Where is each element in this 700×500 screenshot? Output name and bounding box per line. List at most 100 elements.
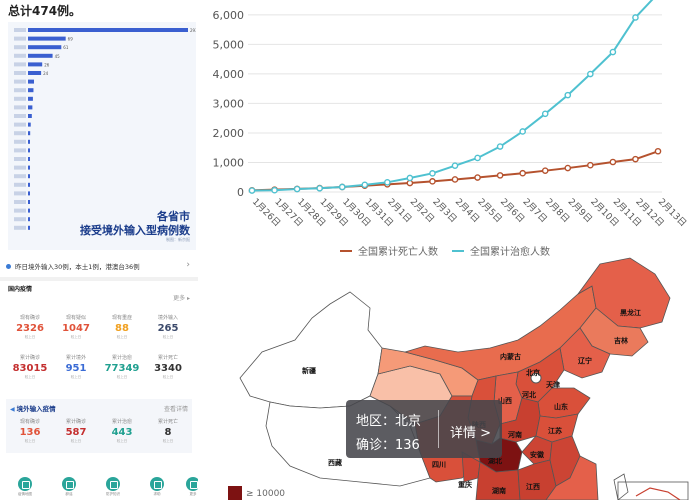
map-label: 辽宁 [578, 357, 592, 365]
province-bar [28, 62, 43, 67]
x-tick-label: 2月5日 [475, 196, 504, 225]
province-bar [28, 165, 30, 170]
province-bar [28, 88, 34, 93]
entry-label: 防护知识 [106, 492, 120, 496]
province-label-placeholder [14, 165, 26, 170]
death-point [587, 161, 594, 169]
stat-label: 现有重症 [111, 315, 132, 321]
stat-note: 较上日 [24, 335, 36, 339]
legend-cured-label: 全国累计治愈人数 [470, 245, 550, 258]
province-label-placeholder [14, 36, 26, 41]
province-bar [28, 36, 66, 41]
province-bar [28, 200, 30, 204]
map-label: 江苏 [548, 427, 562, 435]
cured-point [609, 48, 617, 56]
import-summary-text: 昨日境外输入30例，本土1例，港澳台36例 [15, 263, 140, 271]
south-sea-inset [617, 481, 689, 500]
map-label: 山东 [554, 403, 568, 411]
stat-cell: 累计境外 951 较上日 [54, 355, 98, 380]
legend-death-label: 全国累计死亡人数 [358, 245, 438, 258]
entry-label: 疫情地图 [18, 492, 32, 496]
stat-note: 较上日 [162, 439, 174, 443]
stat-note: 较上日 [70, 335, 82, 339]
stat-value: 1047 [62, 323, 90, 334]
china-map-panel[interactable]: 新疆 西藏 黑龙江 吉林 辽宁 内蒙古 北京 天津 河北 山西 山东 河南 陕西… [200, 256, 700, 500]
x-tick-label: 2月8日 [543, 196, 572, 225]
map-entry-icon[interactable] [18, 477, 32, 491]
death-point [474, 174, 481, 181]
map-label: 新疆 [302, 367, 316, 375]
entry-label: 求助 [153, 492, 161, 496]
province-bar [28, 157, 30, 161]
cured-point [316, 184, 323, 192]
domestic-more-link[interactable]: 更多 ▸ [173, 295, 190, 302]
cured-point [338, 183, 346, 191]
death-point [632, 155, 639, 163]
more-entry-icon[interactable] [186, 477, 198, 491]
cured-point [474, 154, 481, 162]
stat-label: 累计死亡 [157, 419, 178, 425]
cured-series-line [251, 0, 654, 192]
y-tick-label: 5,000 [213, 38, 245, 51]
cured-point [519, 128, 526, 135]
cured-point [451, 162, 459, 169]
stat-note: 较上日 [116, 375, 128, 379]
cured-point [293, 185, 301, 193]
stat-cell: 现有重症 88 较上日 [100, 315, 144, 340]
y-tick-label: 4,000 [213, 68, 245, 81]
province-bar [28, 71, 42, 75]
stat-note: 较上日 [70, 375, 82, 379]
death-point [429, 178, 436, 185]
map-label: 河南 [508, 431, 522, 439]
stat-label: 境外输入 [157, 315, 178, 321]
bar-value-label: 293 [190, 28, 196, 33]
stat-label: 累计确诊 [19, 355, 40, 361]
chevron-right-icon: › [186, 260, 190, 270]
map-label: 北京 [526, 369, 540, 377]
map-label: 西藏 [328, 459, 342, 467]
map-tooltip[interactable]: 地区：北京 确诊：136 详情 > [346, 400, 502, 458]
province-bar [28, 191, 30, 196]
china-map[interactable] [200, 256, 700, 500]
stat-value: 2326 [16, 323, 44, 334]
map-label: 江西 [526, 483, 540, 491]
death-point [451, 176, 459, 183]
region-taiwan [613, 473, 629, 500]
y-tick-label: 2,000 [213, 127, 245, 140]
province-label-placeholder [14, 217, 26, 222]
protect-entry-icon[interactable] [106, 477, 120, 491]
cured-point [564, 91, 572, 99]
region-east-extra [545, 455, 599, 500]
cured-point [541, 110, 549, 118]
province-label-placeholder [14, 148, 26, 153]
stat-note: 较上日 [162, 375, 174, 379]
province-label-placeholder [14, 200, 26, 204]
province-label-placeholder [14, 122, 26, 127]
death-point [654, 147, 662, 155]
stat-value: 77349 [104, 363, 140, 374]
import-detail-link[interactable]: 查看详情 [163, 406, 188, 413]
province-bar [28, 208, 30, 213]
rumor-entry-icon[interactable] [62, 477, 76, 491]
tooltip-detail-button[interactable]: 详情 > [450, 426, 492, 441]
province-label-placeholder [14, 174, 26, 179]
stat-label: 累计死亡 [157, 355, 178, 361]
map-label: 重庆 [458, 481, 472, 489]
import-summary[interactable]: 昨日境外输入30例，本土1例，港澳台36例 › [6, 259, 192, 273]
stat-value: 136 [19, 427, 41, 438]
help-entry-icon[interactable] [150, 477, 164, 491]
stat-cell: 累计确诊 587 较上日 [54, 419, 98, 444]
map-label: 湖北 [488, 457, 502, 465]
cured-point [384, 179, 391, 186]
stat-label: 累计治愈 [111, 419, 132, 425]
stat-label: 现有确诊 [19, 419, 40, 425]
x-tick-label: 2月6日 [498, 196, 527, 225]
y-tick-label: 0 [237, 186, 244, 199]
stats-panel: 昨日境外输入30例，本土1例，港澳台36例 › 国内疫情 更多 ▸ 现有确诊 23… [0, 253, 198, 500]
triangle-icon: ◀ [10, 406, 15, 413]
province-label-placeholder [14, 191, 26, 196]
stat-cell: 累计治愈 77349 较上日 [100, 355, 144, 380]
province-label-placeholder [14, 157, 26, 161]
